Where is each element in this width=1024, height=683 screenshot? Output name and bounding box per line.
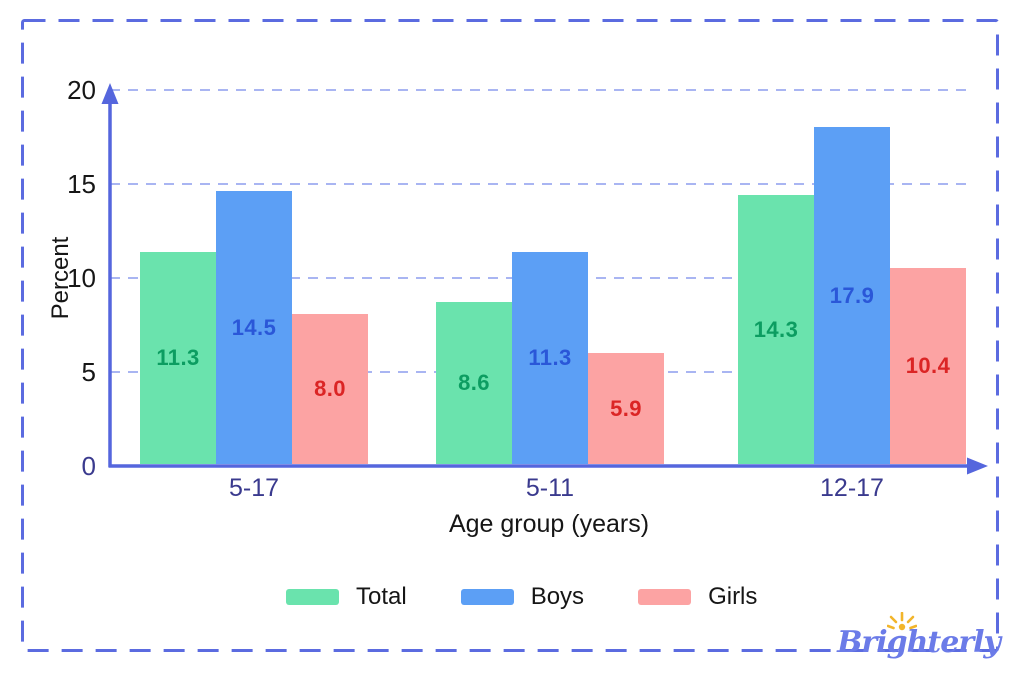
y-axis-arrow-icon: [101, 83, 119, 104]
y-tick-20: 20: [67, 75, 96, 105]
x-tick-5-17: 5-17: [228, 474, 280, 502]
bar-value-label: 14.3: [753, 316, 799, 342]
bar-value-label: 10.4: [905, 353, 951, 379]
bar-value-label: 11.3: [528, 344, 572, 370]
bar-value-label: 5.9: [610, 395, 642, 421]
legend-label: Total: [356, 583, 407, 610]
bar-total-5-11: 8.6: [436, 302, 512, 464]
bar-value-label: 8.0: [314, 375, 346, 401]
x-tick-12-17: 12-17: [820, 474, 884, 502]
legend-swatch-total: [286, 589, 339, 605]
y-tick-0: 0: [81, 451, 96, 481]
sun-icon: [887, 612, 918, 631]
bar-total-12-17: 14.3: [738, 195, 814, 464]
y-tick-15: 15: [67, 169, 96, 199]
bar-girls-5-11: 5.9: [588, 353, 664, 464]
legend-label: Boys: [530, 583, 585, 610]
y-tick-5: 5: [81, 357, 96, 387]
bar-boys-5-17: 14.5: [216, 191, 292, 464]
brighterly-logo: Brighterly: [837, 612, 1001, 669]
bar-total-5-17: 11.3: [140, 251, 216, 464]
bar-boys-5-11: 11.3: [512, 251, 588, 464]
bar-value-label: 11.3: [156, 344, 200, 370]
legend-item-total: Total: [286, 583, 407, 611]
legend-swatch-boys: [460, 589, 514, 605]
legend-item-girls: Girls: [638, 583, 757, 611]
legend: Total Boys Girls: [286, 583, 757, 611]
logo-text: Brighterly: [837, 625, 1001, 660]
bar-boys-12-17: 17.9: [814, 127, 890, 464]
y-tick-10: 10: [67, 263, 96, 293]
bar-girls-12-17: 10.4: [890, 268, 966, 464]
bar-value-label: 14.5: [231, 314, 277, 340]
bar-value-label: 17.9: [829, 282, 875, 308]
x-tick-5-11: 5-11: [525, 474, 575, 502]
bar-value-label: 8.6: [458, 370, 490, 396]
x-axis-title: Age group (years): [448, 510, 650, 538]
bar-girls-5-17: 8.0: [292, 313, 368, 464]
x-axis-arrow-icon: [967, 457, 988, 475]
legend-item-boys: Boys: [460, 583, 585, 611]
legend-swatch-girls: [638, 589, 692, 605]
legend-label: Girls: [708, 583, 758, 610]
